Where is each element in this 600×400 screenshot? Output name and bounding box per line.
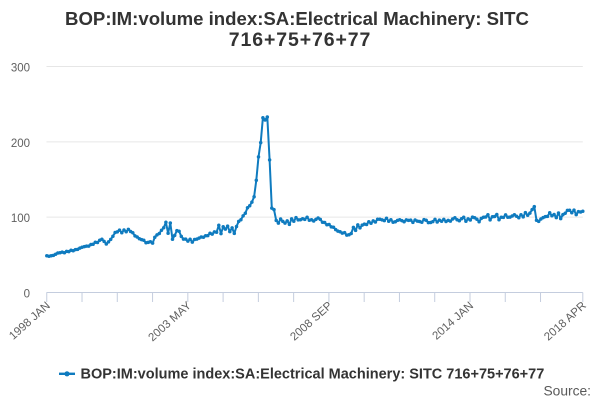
svg-text:0: 0 [24, 289, 30, 301]
svg-text:100: 100 [11, 213, 30, 225]
svg-text:716+75+76+77: 716+75+76+77 [229, 29, 372, 51]
svg-text:300: 300 [11, 63, 30, 75]
svg-text:200: 200 [11, 138, 30, 150]
svg-text:Source:: Source: [543, 384, 591, 399]
svg-text:BOP:IM:volume index:SA:Electri: BOP:IM:volume index:SA:Electrical Machin… [65, 8, 529, 29]
svg-text:BOP:IM:volume index:SA:Electri: BOP:IM:volume index:SA:Electrical Machin… [81, 366, 545, 382]
